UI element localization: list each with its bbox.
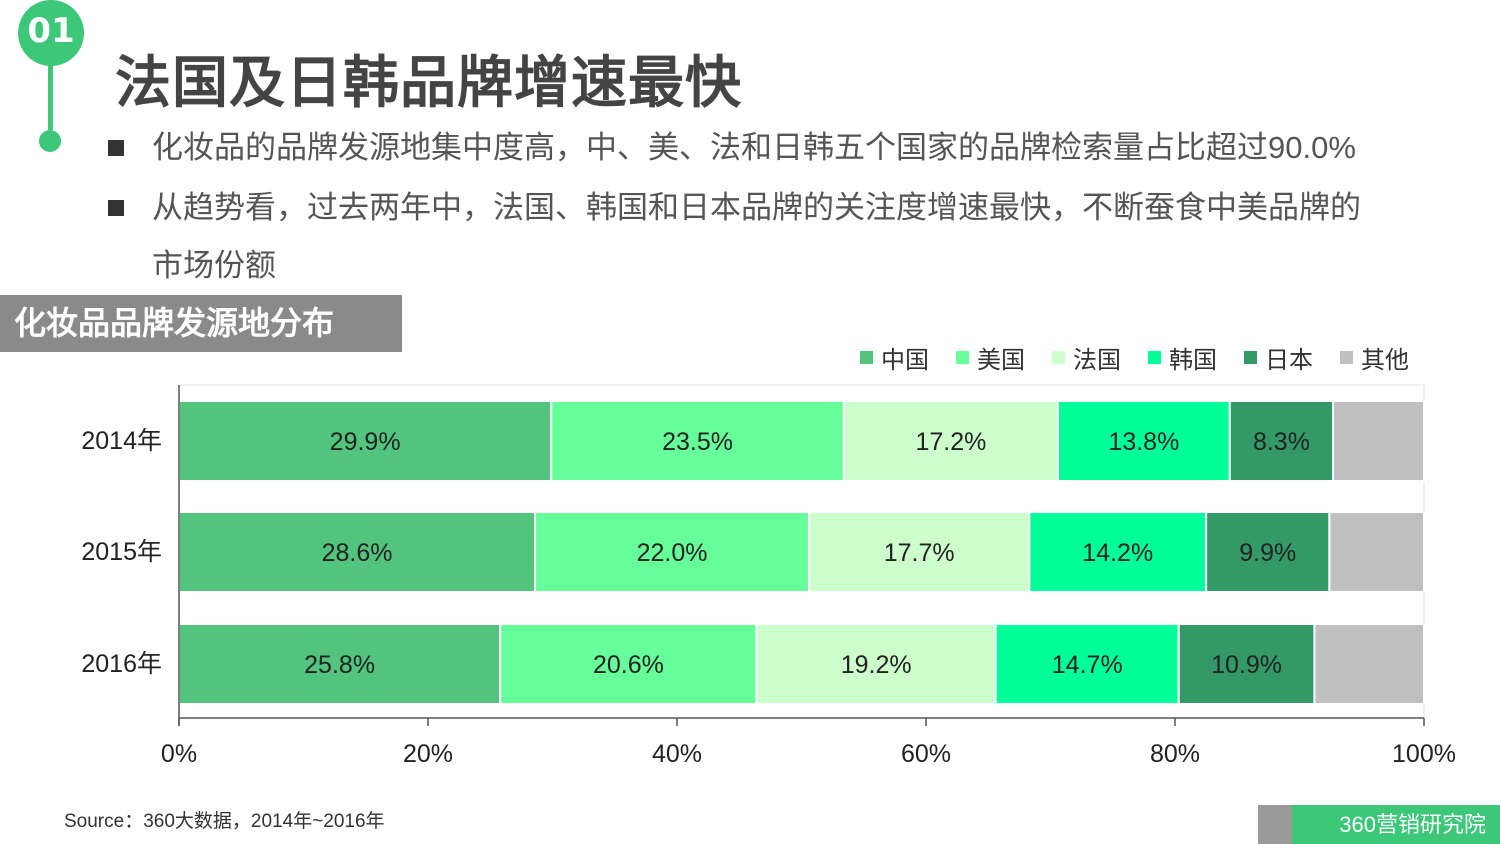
legend-label: 美国 xyxy=(977,346,1025,374)
data-label: 23.5% xyxy=(662,428,733,456)
data-label: 14.7% xyxy=(1052,651,1123,679)
data-label: 13.8% xyxy=(1108,428,1179,456)
data-label: 14.2% xyxy=(1082,539,1153,567)
legend-label: 中国 xyxy=(881,346,929,374)
y-tick-label: 2016年 xyxy=(81,650,162,678)
badge-dot xyxy=(39,130,61,152)
bar-segment xyxy=(1332,400,1425,482)
bullet-2-text-continued: 市场份额 xyxy=(152,248,276,283)
data-label: 19.2% xyxy=(841,651,912,679)
x-tick-label: 20% xyxy=(403,740,453,768)
x-tick-label: 40% xyxy=(652,740,702,768)
legend-item: 中国 xyxy=(860,340,929,375)
page-title: 法国及日韩品牌增速最快 xyxy=(115,51,742,116)
x-tick-label: 0% xyxy=(161,740,197,768)
data-label: 28.6% xyxy=(322,539,393,567)
bullet-square-icon xyxy=(108,140,124,156)
bar-segment xyxy=(1313,623,1425,705)
legend-swatch xyxy=(956,350,969,364)
legend-label: 韩国 xyxy=(1169,346,1217,374)
bar-segment xyxy=(1056,400,1231,482)
data-label: 9.9% xyxy=(1239,539,1296,567)
chart-legend: 中国 美国 法国 韩国 日本 其他 xyxy=(860,340,1409,375)
legend-label: 其他 xyxy=(1361,346,1409,374)
bar-segment xyxy=(755,623,997,705)
brand-logo: 360营销研究院 xyxy=(1258,805,1500,844)
y-tick-label: 2014年 xyxy=(81,427,162,455)
bar-segment xyxy=(178,400,553,482)
bullet-square-icon xyxy=(108,200,124,216)
bar-segment xyxy=(178,623,502,705)
legend-swatch xyxy=(1148,350,1161,364)
bar-segment xyxy=(1028,511,1208,593)
badge-connector xyxy=(48,60,53,130)
legend-item: 韩国 xyxy=(1148,340,1217,375)
data-label: 25.8% xyxy=(304,651,375,679)
legend-item: 其他 xyxy=(1340,340,1409,375)
bullet-1-text: 化妆品的品牌发源地集中度高，中、美、法和日韩五个国家的品牌检索量占比超过90.0… xyxy=(152,130,1356,165)
legend-swatch xyxy=(860,350,873,364)
data-label: 29.9% xyxy=(330,428,401,456)
data-label: 17.2% xyxy=(915,428,986,456)
section-number-badge: 01 xyxy=(18,0,84,66)
source-note: Source：360大数据，2014年~2016年 xyxy=(64,811,385,832)
data-label: 10.9% xyxy=(1211,651,1282,679)
x-tick-label: 80% xyxy=(1150,740,1200,768)
legend-item: 美国 xyxy=(956,340,1025,375)
x-tick-label: 100% xyxy=(1392,740,1456,768)
x-tick-label: 60% xyxy=(901,740,951,768)
data-label: 17.7% xyxy=(884,539,955,567)
bar-segment xyxy=(807,511,1031,593)
bar-segment xyxy=(842,400,1059,482)
bar-segment xyxy=(550,400,845,482)
bullet-2-text: 从趋势看，过去两年中，法国、韩国和日本品牌的关注度增速最快，不断蚕食中美品牌的 xyxy=(152,190,1361,225)
legend-swatch xyxy=(1340,350,1353,364)
legend-item: 法国 xyxy=(1052,340,1121,375)
legend-item: 日本 xyxy=(1244,340,1313,375)
bar-segment xyxy=(1228,400,1335,482)
brand-logo-accent xyxy=(1258,805,1292,844)
bar-segment xyxy=(1205,511,1331,593)
y-tick-label: 2015年 xyxy=(81,538,162,566)
bar-segment xyxy=(499,623,758,705)
legend-label: 日本 xyxy=(1265,346,1313,374)
legend-swatch xyxy=(1244,350,1257,364)
bar-segment xyxy=(1328,511,1426,593)
section-title: 化妆品品牌发源地分布 xyxy=(0,295,402,352)
legend-swatch xyxy=(1052,350,1065,364)
data-label: 20.6% xyxy=(593,651,664,679)
data-label: 22.0% xyxy=(637,539,708,567)
bar-segment xyxy=(534,511,810,593)
data-label: 8.3% xyxy=(1253,428,1310,456)
legend-label: 法国 xyxy=(1073,346,1121,374)
